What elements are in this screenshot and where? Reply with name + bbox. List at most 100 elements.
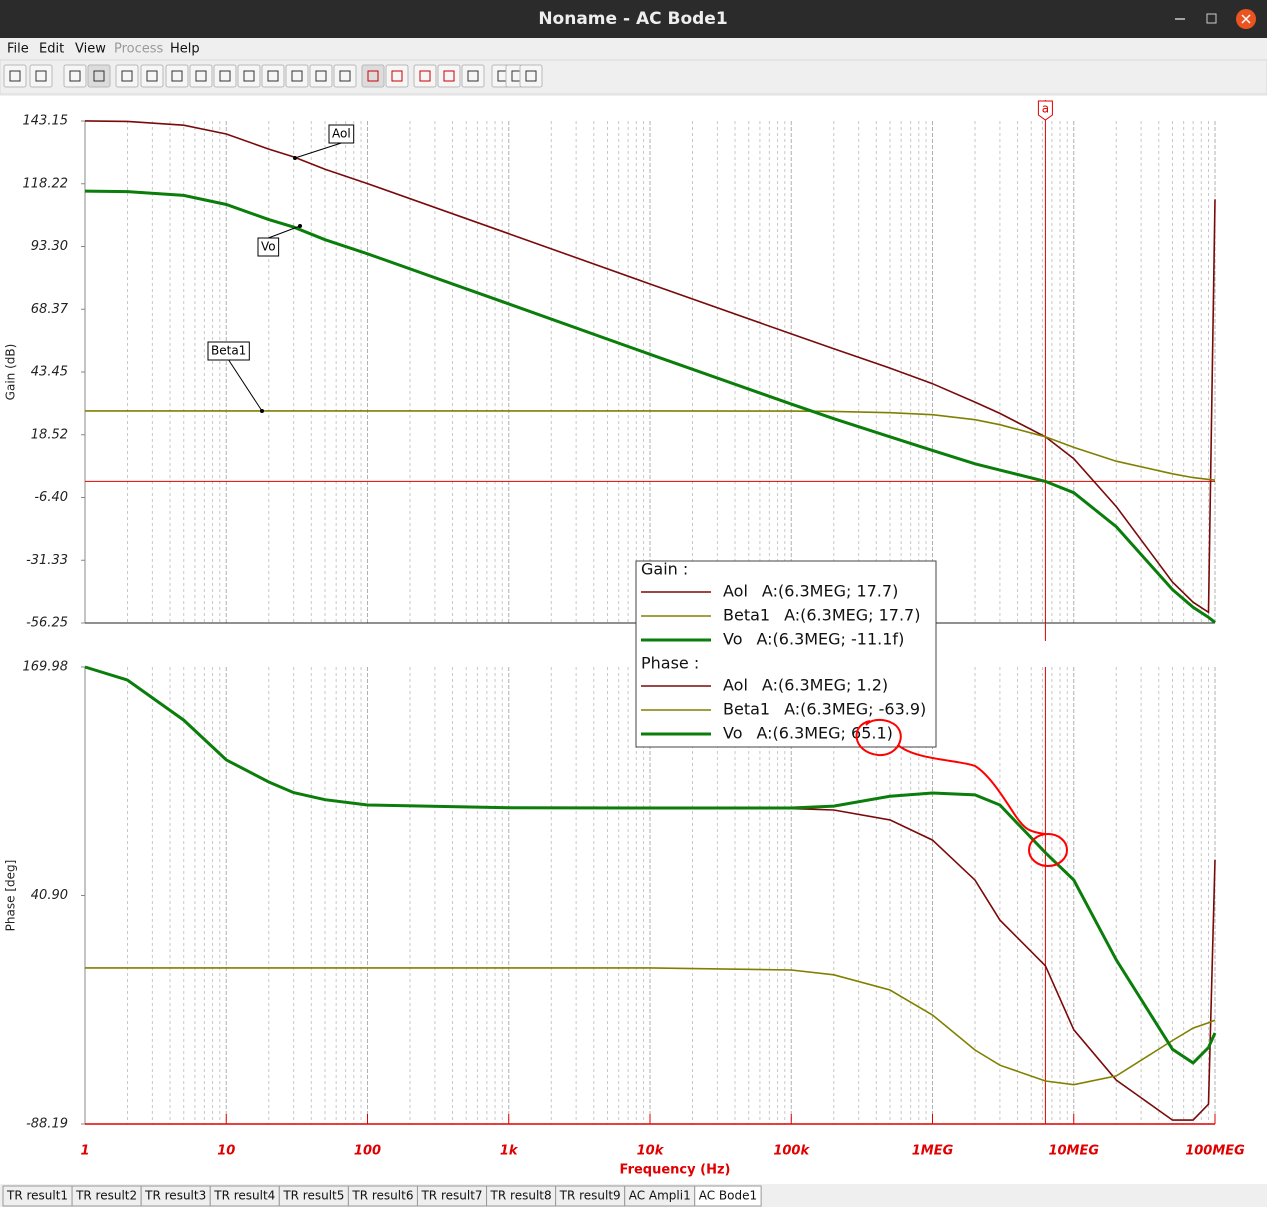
toolbar-button[interactable] <box>213 64 237 88</box>
toolbar-icon <box>467 70 479 82</box>
toolbar-icon <box>525 70 537 82</box>
toolbar-button[interactable] <box>140 64 164 88</box>
toolbar-button[interactable] <box>237 64 261 88</box>
toolbar-icon <box>443 70 455 82</box>
legend-readout: A:(6.3MEG; -11.1f) <box>757 630 905 649</box>
toolbar-icon <box>267 70 279 82</box>
legend-title: Phase : <box>641 654 699 673</box>
menu-item[interactable]: File <box>7 42 29 57</box>
legend-label[interactable]: Vo <box>723 724 743 743</box>
toolbar-icon <box>171 70 183 82</box>
tab-label[interactable]: TR result2 <box>75 1189 137 1203</box>
close-icon <box>1241 14 1251 24</box>
legend-label[interactable]: Vo <box>723 630 743 649</box>
x-tick-label: 10 <box>217 1144 235 1159</box>
legend-label[interactable]: Beta1 <box>723 700 770 719</box>
toolbar-button[interactable] <box>29 64 53 88</box>
menu-item[interactable]: Help <box>170 42 200 57</box>
toolbar-icon <box>243 70 255 82</box>
toolbar-button[interactable] <box>165 64 189 88</box>
tab-label[interactable]: TR result3 <box>144 1189 206 1203</box>
toolbar-button[interactable] <box>519 64 543 88</box>
x-tick-label: 100MEG <box>1185 1144 1245 1159</box>
tab-label[interactable]: TR result1 <box>6 1189 68 1203</box>
menu-item[interactable]: Edit <box>39 42 64 57</box>
toolbar-icon <box>93 70 105 82</box>
legend-readout: A:(6.3MEG; 1.2) <box>762 676 888 695</box>
toolbar-icon <box>219 70 231 82</box>
toolbar-button[interactable] <box>309 64 333 88</box>
y-tick-label: 43.45 <box>31 365 68 380</box>
toolbar-button[interactable] <box>115 64 139 88</box>
tab-label[interactable]: AC Bode1 <box>699 1189 757 1203</box>
toolbar-icon <box>195 70 207 82</box>
toolbar-button[interactable] <box>413 64 437 88</box>
menu-item: Process <box>114 42 164 57</box>
arrow-head <box>260 409 264 413</box>
toolbar-button[interactable] <box>3 64 27 88</box>
y-tick-label: 169.98 <box>23 660 69 675</box>
hand-annotation <box>855 718 1046 835</box>
y-tick-label: -6.40 <box>34 490 68 505</box>
y-tick-label: 40.90 <box>31 888 68 903</box>
tab[interactable] <box>694 1185 762 1207</box>
series-line <box>85 967 1216 1086</box>
y-tick-label: 118.22 <box>23 176 69 191</box>
toolbar-button[interactable] <box>385 64 409 88</box>
cursor-handle[interactable] <box>1037 100 1053 121</box>
menu-bar <box>0 38 1267 60</box>
maximize-button[interactable] <box>1206 13 1217 24</box>
y-tick-label: 18.52 <box>31 427 68 442</box>
x-tick-label: 1k <box>500 1144 519 1159</box>
legend-label[interactable]: Aol <box>723 676 748 695</box>
legend-readout: A:(6.3MEG; 17.7) <box>762 582 898 601</box>
toolbar-icon <box>391 70 403 82</box>
legend-label[interactable]: Beta1 <box>723 606 770 625</box>
y-tick-label: 143.15 <box>23 114 69 129</box>
toolbar-button[interactable] <box>189 64 213 88</box>
window-title: Noname - AC Bode1 <box>538 9 727 29</box>
toolbar-button[interactable] <box>261 64 285 88</box>
arrow-head <box>298 224 302 228</box>
plot-area <box>0 96 1267 1184</box>
toolbar-icon <box>69 70 81 82</box>
y-tick-label: -88.19 <box>26 1117 68 1132</box>
x-axis-label: Frequency (Hz) <box>620 1163 731 1178</box>
toolbar-button[interactable] <box>285 64 309 88</box>
toolbar-button[interactable] <box>461 64 485 88</box>
toolbar-icon <box>9 70 21 82</box>
tab-label[interactable]: TR result8 <box>490 1189 552 1203</box>
hand-annotation <box>1028 833 1068 867</box>
toolbar-icon <box>419 70 431 82</box>
y-tick-label: -31.33 <box>26 553 68 568</box>
toolbar-button[interactable] <box>361 64 385 88</box>
toolbar-button[interactable] <box>333 64 357 88</box>
y-axis-label: Gain (dB) <box>4 344 18 401</box>
x-tick-label: 1MEG <box>912 1144 954 1159</box>
toolbar-button[interactable] <box>63 64 87 88</box>
x-tick-label: 1 <box>80 1144 89 1159</box>
tab-label[interactable]: TR result5 <box>282 1189 344 1203</box>
legend-title: Gain : <box>641 560 688 579</box>
tab-label[interactable]: TR result7 <box>420 1189 482 1203</box>
menu-item[interactable]: View <box>75 42 106 57</box>
series-annotation: Beta1 <box>211 344 246 358</box>
tab-label[interactable]: TR result4 <box>213 1189 275 1203</box>
x-tick-label: 100 <box>354 1144 381 1159</box>
y-axis-label: Phase [deg] <box>4 860 18 932</box>
series-line <box>84 189 1216 624</box>
annotation-arrow <box>228 359 263 412</box>
toolbar-button[interactable] <box>437 64 461 88</box>
toolbar-icon <box>291 70 303 82</box>
legend-label[interactable]: Aol <box>723 582 748 601</box>
series-line <box>84 665 1217 1065</box>
series-line <box>84 120 1216 614</box>
tab-label[interactable]: TR result6 <box>351 1189 413 1203</box>
toolbar-button[interactable] <box>87 64 111 88</box>
tab-label[interactable]: TR result9 <box>559 1189 621 1203</box>
toolbar-icon <box>339 70 351 82</box>
tab-label[interactable]: AC Ampli1 <box>629 1189 691 1203</box>
y-tick-label: 93.30 <box>31 239 68 254</box>
legend-readout: A:(6.3MEG; 65.1) <box>757 724 893 743</box>
